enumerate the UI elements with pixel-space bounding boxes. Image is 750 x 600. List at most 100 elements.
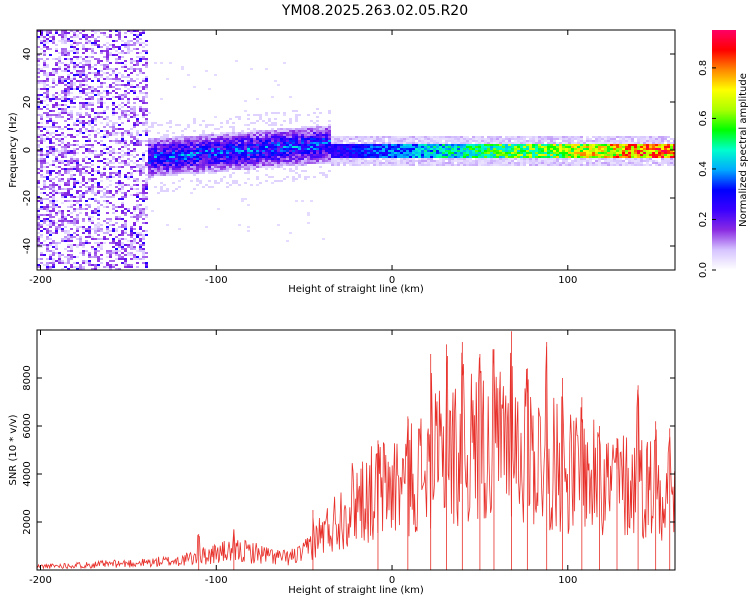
spectrogram-cell [259,156,262,158]
spectrogram-cell [232,180,235,182]
spectrogram-cell [313,146,316,148]
spectrogram-cell [250,148,253,150]
spectrogram-cell [589,146,592,148]
spectrogram-cell [79,204,82,206]
spectrogram-cell [82,192,85,194]
spectrogram-cell [559,164,562,166]
spectrogram-cell [67,52,70,54]
spectrogram-cell [82,34,85,36]
spectrogram-cell [79,120,82,122]
spectrogram-cell [136,166,139,168]
spectrogram-cell [82,84,85,86]
spectrogram-cell [319,130,322,132]
spectrogram-cell [274,144,277,146]
spectrogram-cell [559,156,562,158]
spectrogram-cell [286,134,289,136]
spectrogram-cell [481,142,484,144]
spectrogram-cell [79,252,82,254]
spectrogram-cell [367,138,370,140]
spectrogram-cell [334,160,337,162]
spectrogram-cell [256,138,259,140]
spectrogram-cell [598,162,601,164]
spectrogram-cell [46,38,49,40]
spectrogram-cell [244,142,247,144]
spectrogram-cell [70,36,73,38]
spectrogram-cell [535,140,538,142]
spectrogram-cell [37,180,40,182]
spectrogram-cell [493,154,496,156]
spectrogram-cell [223,158,226,160]
spectrogram-cell [73,64,76,66]
spectrogram-cell [592,136,595,138]
spectrogram-cell [370,158,373,160]
spectrogram-cell [130,166,133,168]
spectrogram-cell [64,96,67,98]
spectrogram-cell [547,150,550,152]
spectrogram-cell [388,146,391,148]
spectrogram-cell [142,86,145,88]
spectrogram-cell [319,150,322,152]
spectrogram-cell [454,150,457,152]
spectrogram-cell [43,188,46,190]
spectrogram-cell [208,156,211,158]
spectrogram-cell [409,158,412,160]
spectrogram-cell [550,140,553,142]
spectrogram-cell [280,180,283,182]
spectrogram-cell [49,116,52,118]
spectrogram-cell [271,156,274,158]
spectrogram-cell [46,138,49,140]
spectrogram-cell [133,180,136,182]
spectrogram-cell [40,242,43,244]
spectrogram-cell [139,232,142,234]
spectrogram-cell [118,124,121,126]
spectrogram-cell [292,146,295,148]
spectrogram-cell [91,126,94,128]
spectrogram-cell [199,170,202,172]
spectrogram-cell [223,170,226,172]
spectrogram-cell [349,152,352,154]
spectrogram-cell [88,198,91,200]
spectrogram-cell [106,60,109,62]
spectrogram-cell [157,164,160,166]
spectrogram-cell [82,136,85,138]
spectrogram-cell [553,152,556,154]
spectrogram-cell [43,96,46,98]
spectrogram-cell [106,148,109,150]
spectrogram-cell [136,164,139,166]
spectrogram-cell [436,142,439,144]
spectrogram-cell [436,154,439,156]
spectrogram-cell [202,172,205,174]
spectrogram-cell [235,180,238,182]
spectrogram-cell [337,158,340,160]
spectrogram-cell [85,140,88,142]
spectrogram-cell [556,144,559,146]
spectrogram-cell [124,254,127,256]
spectrogram-cell [499,148,502,150]
spectrogram-cell [601,156,604,158]
spectrogram-cell [64,146,67,148]
spectrogram-cell [148,158,151,160]
spectrogram-cell [127,92,130,94]
spectrogram-cell [523,144,526,146]
spectrogram-cell [223,154,226,156]
spectrogram-cell [463,154,466,156]
spectrogram-cell [64,50,67,52]
spectrogram-cell [235,152,238,154]
spectrogram-cell [577,136,580,138]
spectrogram-cell [244,144,247,146]
spectrogram-cell [82,52,85,54]
spectrogram-cell [115,228,118,230]
spectrogram-cell [106,46,109,48]
spectrogram-cell [205,148,208,150]
spectrogram-cell [127,42,130,44]
spectrogram-cell [436,162,439,164]
spectrogram-cell [112,212,115,214]
spectrogram-cell [301,146,304,148]
spectrogram-cell [289,134,292,136]
spectrogram-cell [304,164,307,166]
spectrogram-cell [88,116,91,118]
spectrogram-cell [484,162,487,164]
spectrogram-cell [214,134,217,136]
spectrogram-cell [85,230,88,232]
spectrogram-cell [202,186,205,188]
